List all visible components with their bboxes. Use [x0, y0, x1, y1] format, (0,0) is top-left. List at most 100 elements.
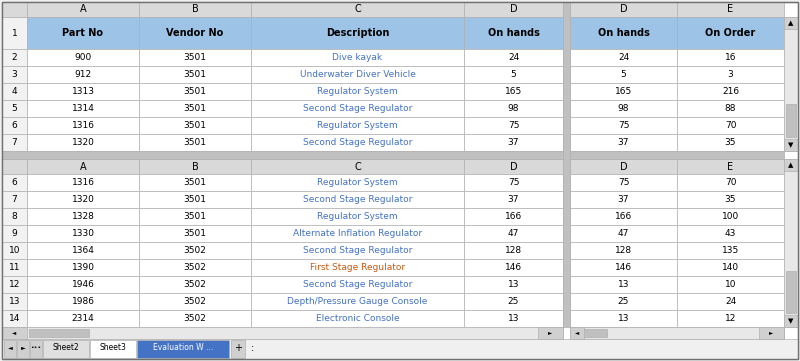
- Bar: [464, 242, 563, 259]
- Bar: [570, 327, 584, 339]
- Text: +: +: [234, 343, 242, 353]
- Text: D: D: [620, 4, 627, 14]
- Text: 13: 13: [618, 314, 630, 323]
- Bar: [251, 259, 464, 276]
- Bar: [2, 293, 27, 310]
- Text: 1313: 1313: [71, 87, 94, 96]
- Bar: [464, 208, 563, 225]
- Bar: [139, 100, 251, 117]
- Text: 166: 166: [615, 212, 632, 221]
- Bar: [464, 117, 563, 134]
- Bar: [139, 310, 251, 327]
- Bar: [464, 17, 563, 49]
- Bar: [139, 242, 251, 259]
- Bar: [139, 49, 251, 66]
- Bar: [139, 276, 251, 293]
- Bar: [251, 159, 464, 174]
- Text: 1: 1: [12, 29, 18, 38]
- Text: 75: 75: [618, 178, 630, 187]
- Text: ◄: ◄: [575, 331, 579, 335]
- Bar: [572, 329, 607, 337]
- Text: 24: 24: [618, 53, 629, 62]
- Bar: [677, 159, 784, 174]
- Text: 24: 24: [725, 297, 736, 306]
- Text: 98: 98: [508, 104, 519, 113]
- Text: 5: 5: [12, 104, 18, 113]
- Text: 14: 14: [9, 314, 20, 323]
- Bar: [139, 83, 251, 100]
- Bar: [27, 2, 139, 17]
- Bar: [2, 208, 27, 225]
- Bar: [784, 159, 798, 327]
- Bar: [570, 100, 677, 117]
- Bar: [139, 174, 251, 191]
- Text: 1946: 1946: [71, 280, 94, 289]
- Bar: [677, 293, 784, 310]
- Text: 3501: 3501: [183, 212, 206, 221]
- Text: On hands: On hands: [598, 28, 650, 38]
- Bar: [563, 49, 570, 66]
- Bar: [2, 327, 27, 339]
- Text: 3501: 3501: [183, 87, 206, 96]
- Bar: [563, 134, 570, 151]
- Text: 7: 7: [12, 195, 18, 204]
- Text: 3: 3: [12, 70, 18, 79]
- Bar: [784, 139, 798, 151]
- Text: 3501: 3501: [183, 53, 206, 62]
- Text: First Stage Regulator: First Stage Regulator: [310, 263, 405, 272]
- Text: 146: 146: [505, 263, 522, 272]
- Bar: [2, 310, 27, 327]
- Bar: [563, 117, 570, 134]
- Bar: [251, 2, 464, 17]
- Text: A: A: [80, 161, 86, 171]
- Text: Regulator System: Regulator System: [317, 121, 398, 130]
- Text: D: D: [510, 161, 518, 171]
- Text: 3502: 3502: [183, 263, 206, 272]
- Bar: [2, 2, 27, 17]
- Text: ▲: ▲: [788, 20, 794, 26]
- Text: •••: •••: [30, 345, 42, 351]
- Bar: [139, 191, 251, 208]
- Text: ►: ►: [548, 331, 553, 335]
- Bar: [563, 310, 570, 327]
- Text: E: E: [727, 4, 734, 14]
- Bar: [563, 259, 570, 276]
- Bar: [570, 83, 677, 100]
- Bar: [2, 117, 27, 134]
- Text: Second Stage Regulator: Second Stage Regulator: [303, 104, 412, 113]
- Text: 1390: 1390: [71, 263, 94, 272]
- Text: 166: 166: [505, 212, 522, 221]
- Text: 1316: 1316: [71, 121, 94, 130]
- Text: 37: 37: [508, 138, 519, 147]
- Text: Depth/Pressure Gauge Console: Depth/Pressure Gauge Console: [287, 297, 428, 306]
- Text: 25: 25: [618, 297, 629, 306]
- Bar: [570, 66, 677, 83]
- Bar: [570, 117, 677, 134]
- Text: 13: 13: [508, 280, 519, 289]
- Bar: [251, 242, 464, 259]
- Text: 3501: 3501: [183, 70, 206, 79]
- Bar: [251, 225, 464, 242]
- Text: 6: 6: [12, 178, 18, 187]
- Bar: [27, 276, 139, 293]
- Bar: [759, 327, 784, 339]
- Text: Electronic Console: Electronic Console: [316, 314, 399, 323]
- Bar: [563, 276, 570, 293]
- Text: Alternate Inflation Regulator: Alternate Inflation Regulator: [293, 229, 422, 238]
- Bar: [27, 100, 139, 117]
- Bar: [677, 191, 784, 208]
- Text: 2: 2: [12, 53, 18, 62]
- Bar: [251, 293, 464, 310]
- Text: 216: 216: [722, 87, 739, 96]
- Bar: [2, 327, 563, 339]
- Bar: [570, 242, 677, 259]
- Bar: [563, 17, 570, 49]
- Bar: [677, 242, 784, 259]
- Bar: [464, 83, 563, 100]
- Bar: [2, 17, 27, 49]
- Bar: [251, 49, 464, 66]
- Bar: [251, 276, 464, 293]
- Text: 140: 140: [722, 263, 739, 272]
- Bar: [677, 225, 784, 242]
- Bar: [2, 339, 798, 359]
